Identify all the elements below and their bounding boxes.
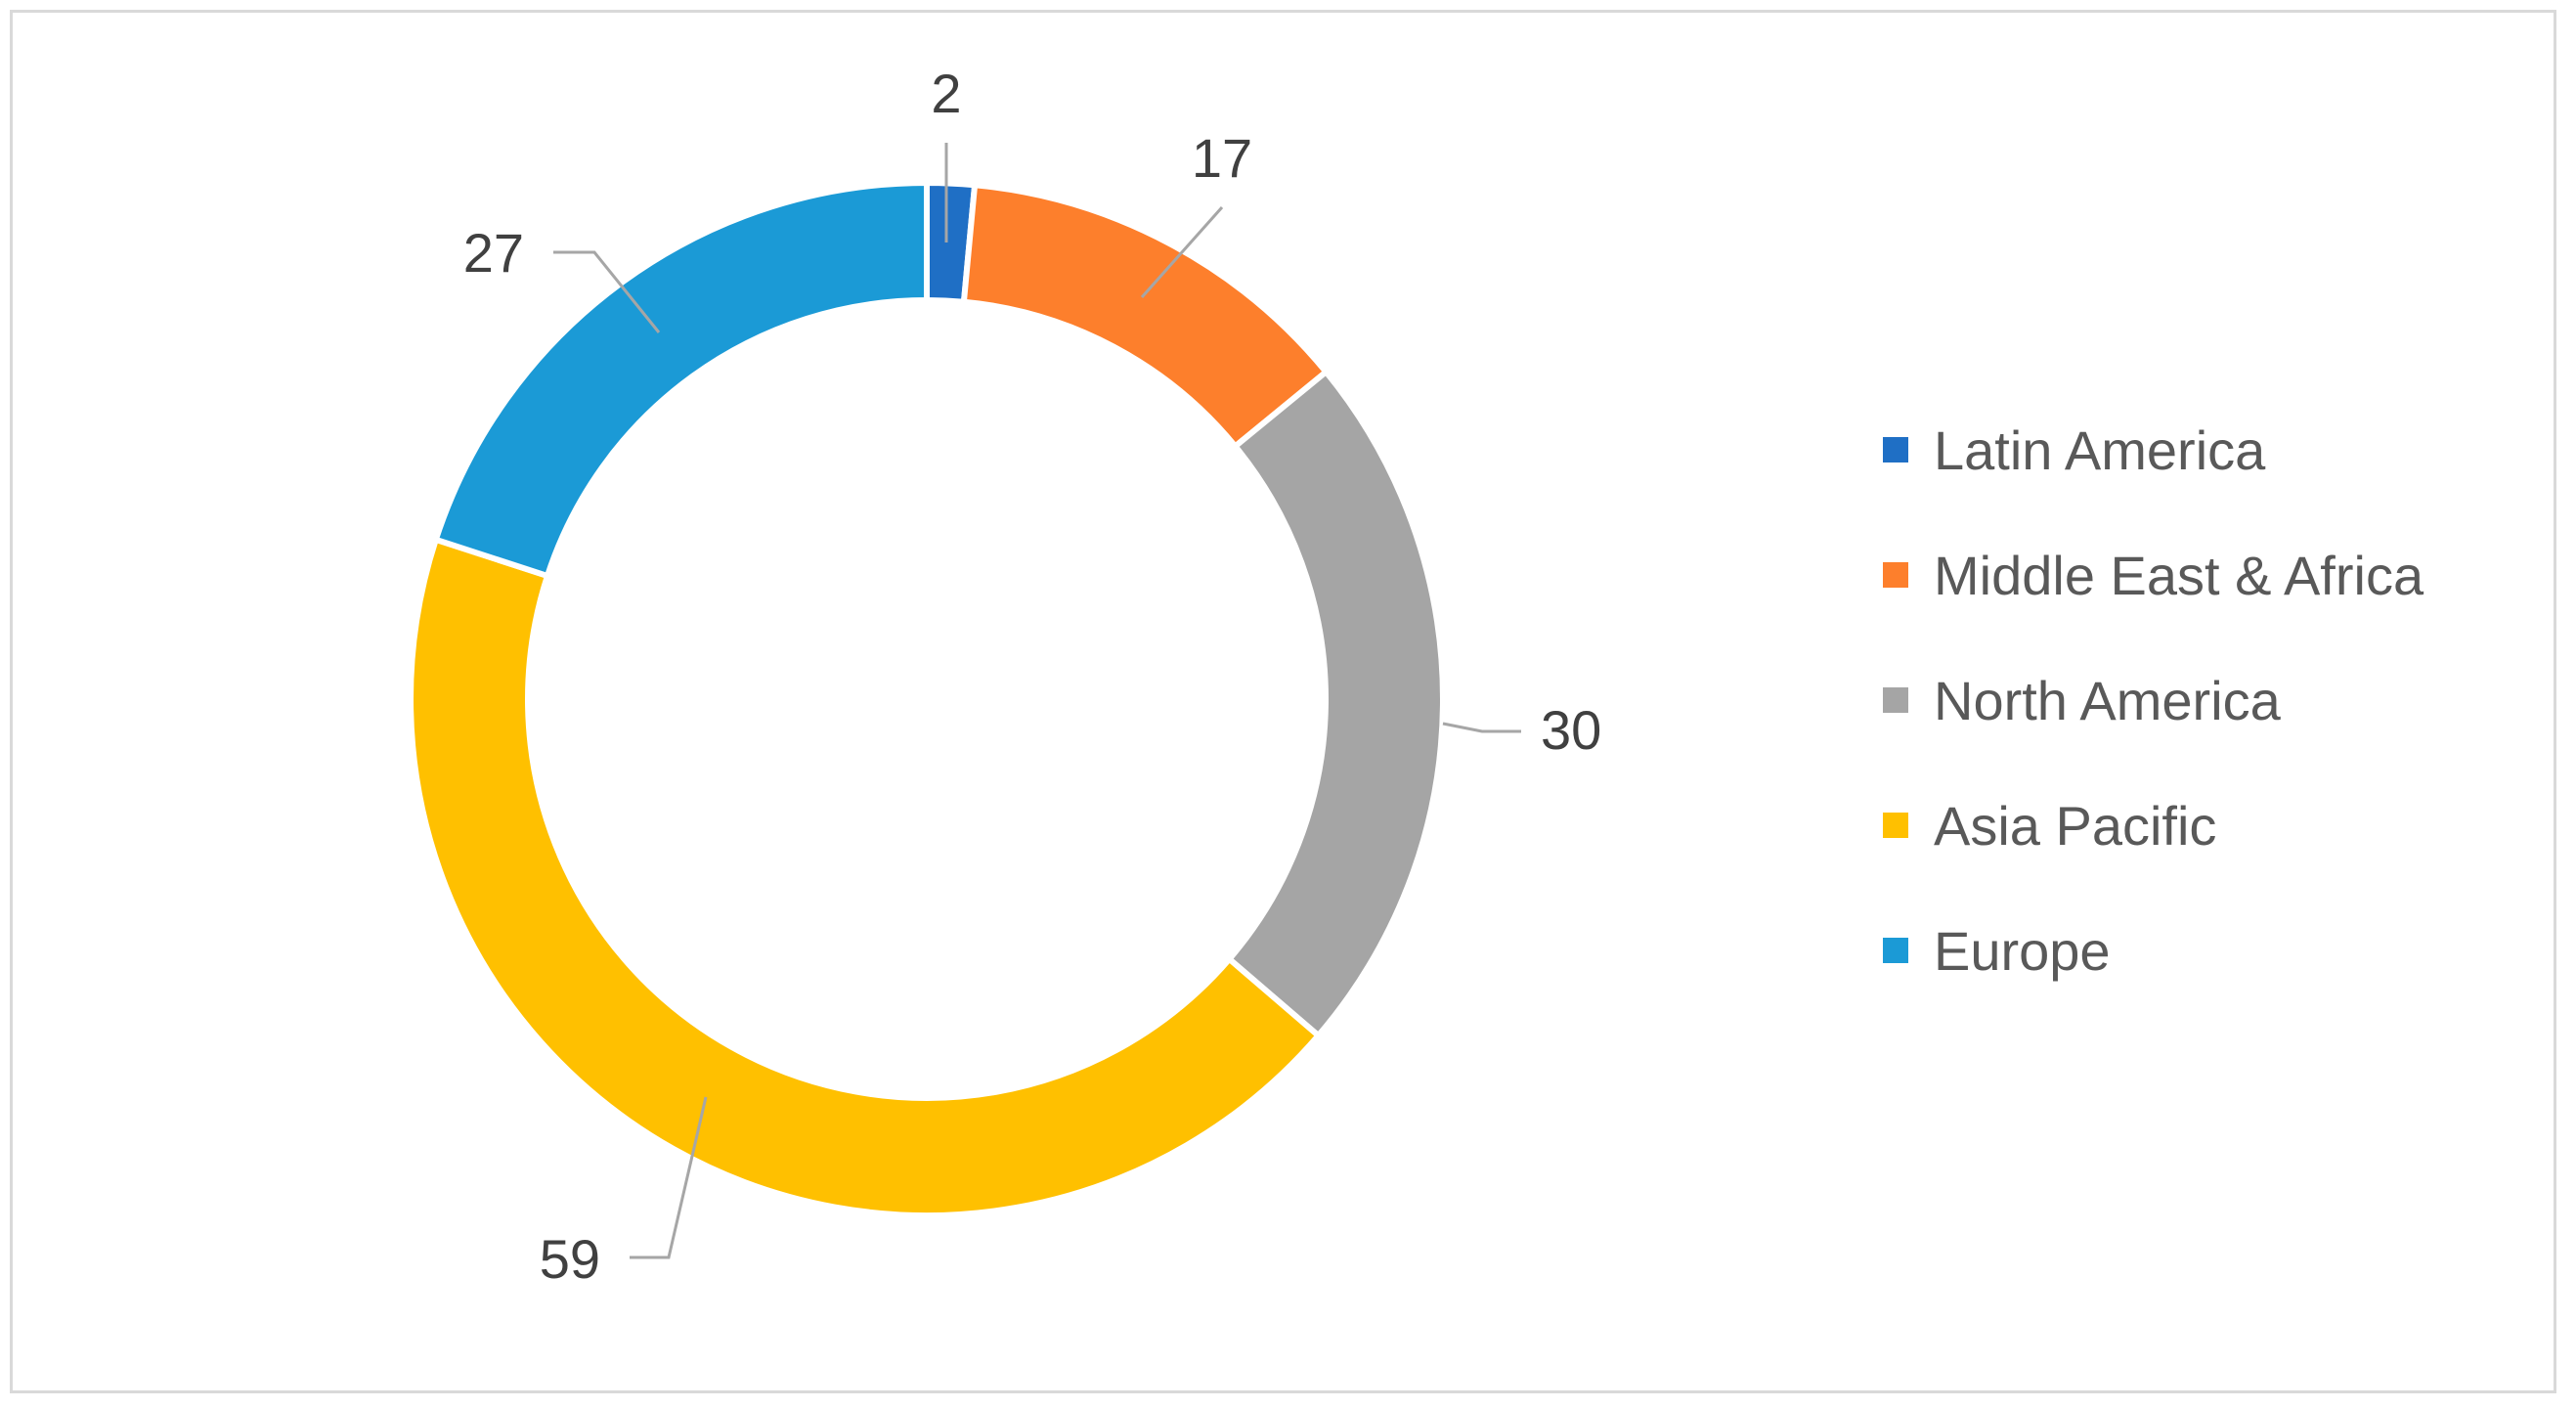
legend-label: Europe bbox=[1934, 920, 2111, 982]
slices bbox=[408, 179, 1446, 1219]
leader-line-asia-pacific bbox=[630, 1096, 708, 1259]
data-label-europe: 27 bbox=[463, 222, 524, 284]
leader-lines bbox=[553, 143, 1521, 1259]
slice-asia-pacific bbox=[408, 536, 1323, 1219]
legend: Latin America Middle East & Africa North A… bbox=[1883, 419, 2424, 982]
legend-swatch bbox=[1883, 687, 1908, 713]
legend-swatch bbox=[1883, 938, 1908, 963]
legend-swatch bbox=[1883, 813, 1908, 838]
data-labels: 2 17 30 59 27 bbox=[463, 63, 1602, 1290]
data-label-middle-east-and-africa: 17 bbox=[1192, 127, 1252, 189]
legend-label: North America bbox=[1934, 670, 2282, 731]
legend-label: Middle East & Africa bbox=[1934, 545, 2424, 606]
data-label-north-america: 30 bbox=[1541, 699, 1601, 761]
legend-label: Asia Pacific bbox=[1934, 795, 2216, 857]
data-label-asia-pacific: 59 bbox=[540, 1228, 600, 1290]
leader-line-north-america bbox=[1442, 722, 1521, 733]
legend-item-north-america: North America bbox=[1883, 670, 2282, 731]
legend-swatch bbox=[1883, 437, 1908, 462]
slice-north-america bbox=[1225, 368, 1446, 1040]
legend-label: Latin America bbox=[1934, 419, 2266, 481]
legend-item-europe: Europe bbox=[1883, 920, 2111, 982]
legend-item-middle-east-and-africa: Middle East & Africa bbox=[1883, 545, 2424, 606]
legend-item-asia-pacific: Asia Pacific bbox=[1883, 795, 2216, 857]
data-label-latin-america: 2 bbox=[931, 63, 961, 124]
leader-line-middle-east-and-africa bbox=[1140, 206, 1224, 298]
slice-middle-east-and-africa bbox=[960, 182, 1331, 451]
leader-line-europe bbox=[553, 250, 661, 333]
legend-item-latin-america: Latin America bbox=[1883, 419, 2266, 481]
slice-europe bbox=[432, 179, 930, 580]
legend-swatch bbox=[1883, 562, 1908, 588]
